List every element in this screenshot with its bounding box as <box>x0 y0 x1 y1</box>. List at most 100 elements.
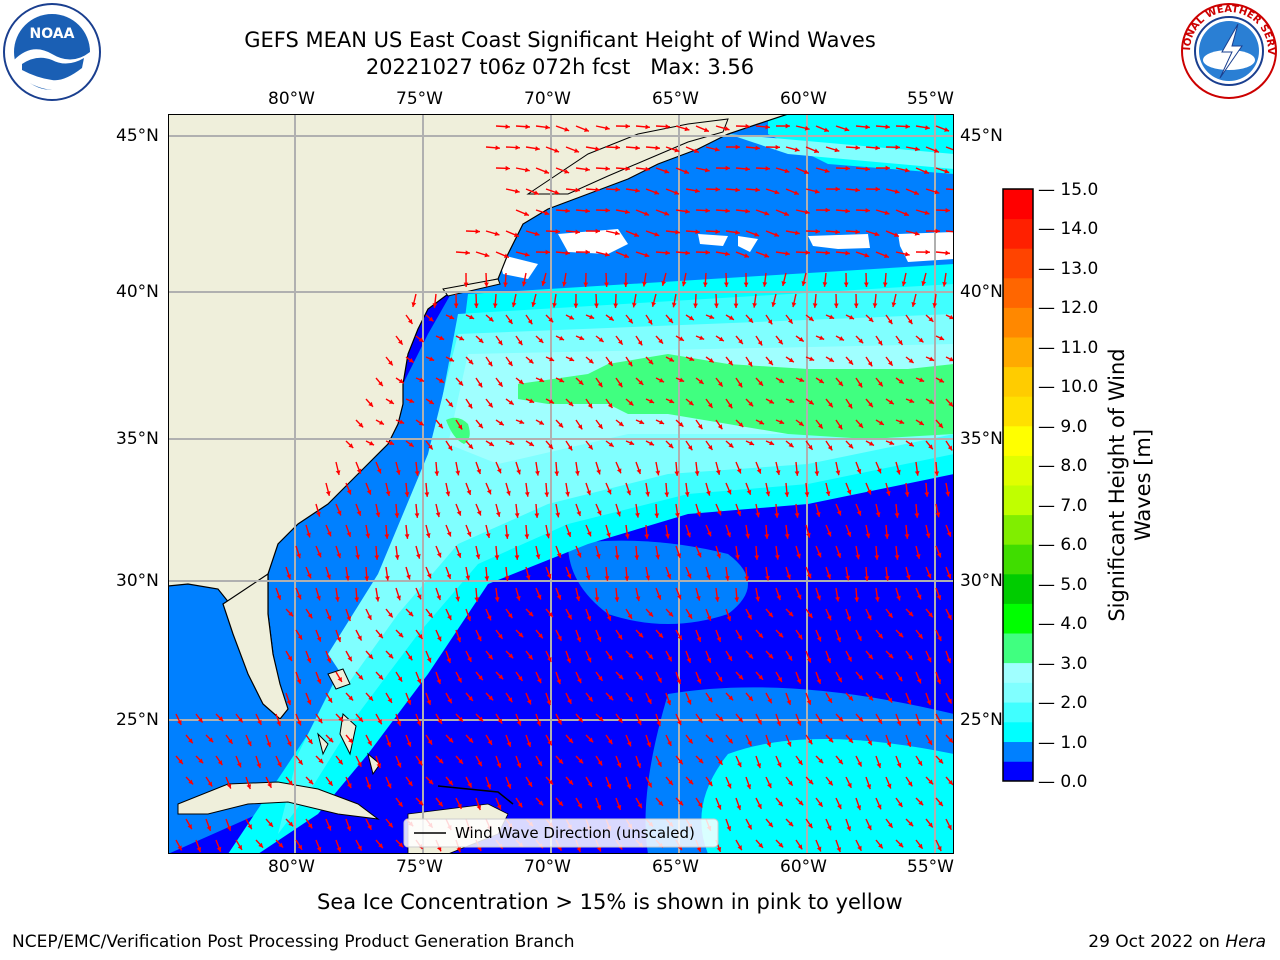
wind-vector-head <box>794 147 800 152</box>
wind-vector-head <box>949 356 954 362</box>
wind-vector-head <box>909 398 915 403</box>
wind-vector-head <box>378 420 384 425</box>
colorbar-tick: — 1.0 <box>1038 732 1088 753</box>
wind-vector-head <box>767 319 773 325</box>
wind-vector-head <box>885 490 891 496</box>
wind-vector-head <box>436 595 442 601</box>
wind-vector-head <box>388 360 393 366</box>
chart-subtitle: 20221027 t06z 072h fcst Max: 3.56 <box>365 55 755 79</box>
wind-vector-head <box>665 124 670 129</box>
wind-vector-head <box>918 337 924 343</box>
wind-vector-head <box>777 677 782 683</box>
wind-vector-head <box>714 146 720 152</box>
wind-vector-head <box>196 847 202 852</box>
wind-vector-head <box>926 573 932 579</box>
wind-vector-head <box>496 468 502 474</box>
wind-vector-head <box>659 419 665 425</box>
wind-vector <box>945 230 954 233</box>
wind-vector-head <box>364 576 370 581</box>
wind-vector-head <box>376 763 382 769</box>
wind-vector-head <box>396 595 401 601</box>
wind-vector-head <box>685 209 690 214</box>
wind-vector-head <box>492 303 498 308</box>
wind-vector-head <box>903 211 909 216</box>
wind-vector-head <box>628 696 633 702</box>
wind-vector-head <box>684 492 690 497</box>
wind-vector-head <box>746 489 752 495</box>
wind-vector-head <box>287 741 292 747</box>
wind-vector-head <box>445 491 451 497</box>
wind-vector-head <box>934 471 940 476</box>
wind-vector-head <box>276 721 282 727</box>
wind-vector-head <box>456 637 462 643</box>
colorbar-block <box>1003 189 1033 220</box>
wind-vector-head <box>645 124 650 130</box>
wind-vector-head <box>478 716 484 722</box>
wind-vector-head <box>306 573 312 579</box>
wind-vector-head <box>794 471 800 476</box>
wind-vector-head <box>868 317 874 322</box>
wind-vector-head <box>797 760 803 765</box>
wind-vector-head <box>718 381 723 387</box>
wind-vector-head <box>904 167 910 173</box>
wind-vector-head <box>705 208 710 213</box>
colorbar-tick: — 2.0 <box>1038 693 1088 714</box>
colorbar-block <box>1003 485 1033 516</box>
wind-vector-head <box>775 144 780 150</box>
wind-vector-head <box>646 742 652 748</box>
wind-vector-head <box>667 740 672 746</box>
wind-vector-head <box>677 720 682 726</box>
wind-vector-head <box>346 531 352 537</box>
wind-vector-head <box>726 783 732 789</box>
wind-vector-head <box>894 555 900 560</box>
wind-vector-head <box>357 635 362 641</box>
wind-vector-head <box>754 555 760 560</box>
wind-vector-head <box>916 594 922 600</box>
wind-vector-head <box>858 675 863 680</box>
wind-vector-head <box>718 336 724 342</box>
wind-vector-head <box>845 575 850 581</box>
wind-vector-head <box>545 249 550 255</box>
wind-vector-head <box>524 534 530 539</box>
wind-vector-head <box>326 615 332 621</box>
wind-vector-head <box>399 419 405 424</box>
wind-vector-head <box>666 700 672 706</box>
wind-vector-head <box>695 188 700 194</box>
wind-vector-head <box>823 127 829 132</box>
colorbar-tick: — 0.0 <box>1038 772 1088 792</box>
wind-vector-head <box>286 700 292 706</box>
colorbar <box>1002 188 1034 782</box>
land-bahamas <box>317 668 381 776</box>
wind-vector-head <box>577 803 582 809</box>
wind-vector-head <box>367 614 372 620</box>
wind-vector-head <box>743 282 749 287</box>
wind-vector-head <box>548 612 553 618</box>
wind-vector-head <box>448 357 454 362</box>
wind-vector-head <box>828 737 834 743</box>
wind-vector-head <box>876 763 882 768</box>
wind-vector-head <box>874 231 880 237</box>
wind-vector-head <box>837 804 842 810</box>
wind-vector-head <box>671 302 677 308</box>
wind-vector-head <box>426 573 432 579</box>
wind-vector-head <box>434 471 440 476</box>
wind-vector-head <box>438 801 443 807</box>
wind-vector-head <box>639 419 645 425</box>
land-cuba <box>177 781 380 820</box>
chart-title: GEFS MEAN US East Coast Significant Heig… <box>244 28 876 52</box>
colorbar-tick: — 10.0 <box>1038 377 1099 398</box>
wind-vector-head <box>706 574 711 580</box>
wind-vector-head <box>648 654 653 659</box>
wind-vector-head <box>686 532 691 538</box>
lon-tick-top-75w: 75°W <box>396 89 443 109</box>
wind-vector-head <box>686 699 692 705</box>
wind-vector-head <box>486 489 492 495</box>
wind-vector-head <box>688 738 693 744</box>
wind-vector-head <box>778 801 783 807</box>
wind-vector-head <box>237 844 242 850</box>
wind-vector-head <box>494 597 500 602</box>
wind-vector-head <box>507 613 513 619</box>
wind-vector-head <box>768 399 774 404</box>
wind-vector-head <box>497 340 503 346</box>
wind-vector-head <box>726 489 732 495</box>
